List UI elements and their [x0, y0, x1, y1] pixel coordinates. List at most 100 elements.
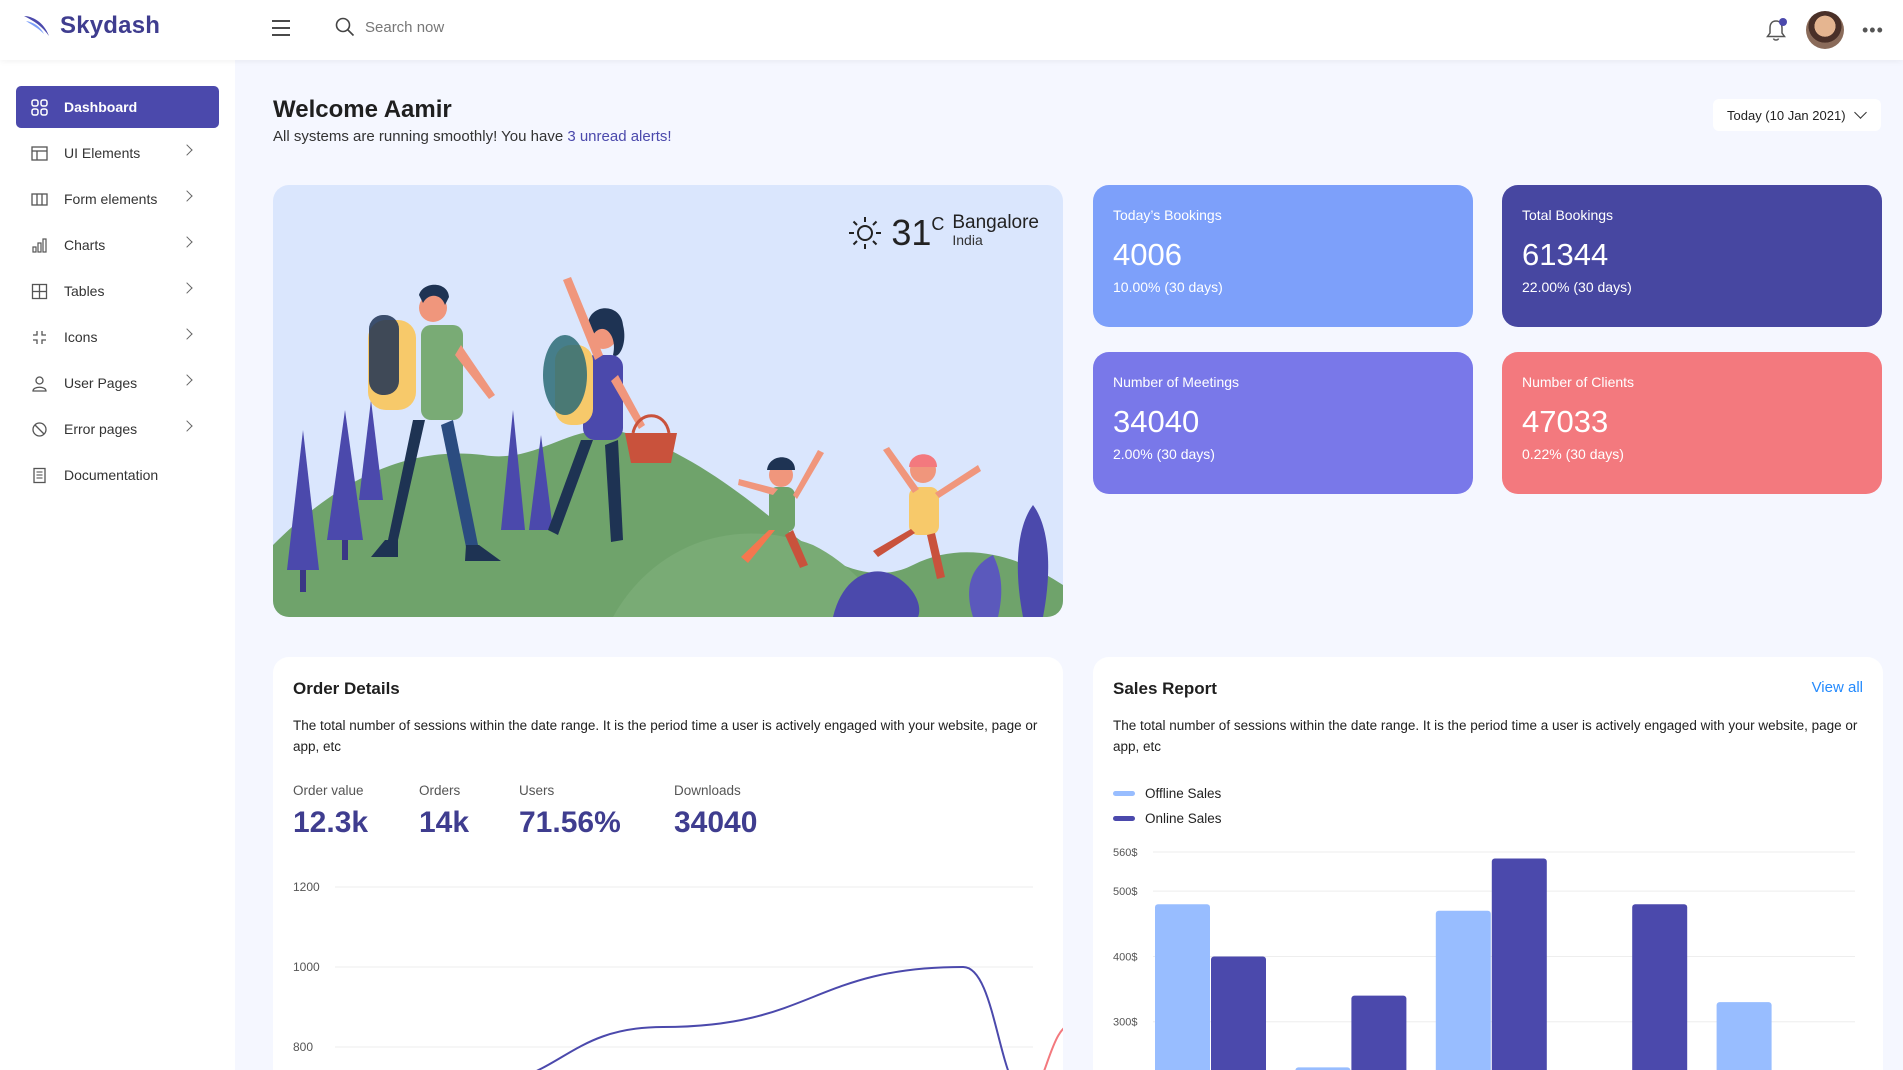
more-options-icon[interactable]: •••	[1862, 20, 1884, 40]
bar-chart-icon	[32, 237, 47, 253]
sidebar-item-documentation[interactable]: Documentation	[16, 454, 219, 496]
order-details-card: Order Details The total number of sessio…	[273, 657, 1063, 1070]
sidebar-item-dashboard[interactable]: Dashboard	[16, 86, 219, 128]
user-icon	[32, 375, 47, 392]
legend-swatch	[1113, 816, 1135, 821]
app-title: Skydash	[60, 12, 161, 39]
search-input[interactable]	[365, 18, 605, 36]
sidebar-item-ui-elements[interactable]: UI Elements	[16, 132, 219, 174]
stat-card-total-bookings[interactable]: Total Bookings 61344 22.00% (30 days)	[1502, 185, 1882, 327]
weather-hero-card: 31C Bangalore India	[273, 185, 1063, 617]
chevron-right-icon	[181, 374, 193, 386]
expand-icon	[33, 330, 46, 344]
metric-users: Users 71.56%	[519, 783, 621, 839]
y-tick-label: 1200	[293, 880, 320, 894]
chevron-right-icon	[181, 328, 193, 340]
sales-report-card: Sales Report View all The total number o…	[1093, 657, 1883, 1070]
stat-change: 10.00% (30 days)	[1113, 279, 1223, 295]
sales-bar-chart: 560$500$400$300$200$	[1113, 847, 1855, 1070]
sun-icon	[849, 217, 882, 249]
menu-toggle-button[interactable]	[272, 20, 294, 40]
welcome-subtext: All systems are running smoothly! You ha…	[273, 128, 672, 145]
sidebar-item-form-elements[interactable]: Form elements	[16, 178, 219, 220]
hikers-illustration	[273, 277, 1063, 617]
columns-icon	[31, 192, 48, 206]
sidebar-item-error-pages[interactable]: Error pages	[16, 408, 219, 450]
chevron-right-icon	[181, 420, 193, 432]
sidebar-item-label: Form elements	[64, 191, 158, 207]
stat-change: 0.22% (30 days)	[1522, 446, 1624, 462]
bar-online-sales[interactable]	[1351, 995, 1407, 1070]
weather-widget: 31C Bangalore India	[847, 213, 1039, 251]
logo[interactable]: Skydash	[22, 12, 160, 40]
sidebar-item-user-pages[interactable]: User Pages	[16, 362, 219, 404]
stat-label: Number of Meetings	[1113, 374, 1240, 390]
y-tick-label: 300$	[1113, 1017, 1137, 1029]
y-tick-label: 500$	[1113, 886, 1137, 898]
sidebar-item-label: UI Elements	[64, 145, 141, 161]
notifications-button[interactable]	[1765, 18, 1787, 42]
metric-downloads: Downloads 34040	[674, 783, 758, 839]
card-description: The total number of sessions within the …	[293, 718, 1038, 754]
legend-online-sales[interactable]: Online Sales	[1113, 811, 1222, 826]
sidebar-item-label: Tables	[64, 283, 105, 299]
stat-change: 2.00% (30 days)	[1113, 446, 1215, 462]
metric-orders: Orders 14k	[419, 783, 470, 839]
y-tick-label: 1000	[293, 960, 320, 974]
view-all-link[interactable]: View all	[1811, 679, 1863, 696]
card-title: Sales Report	[1113, 679, 1217, 698]
bar-offline-sales[interactable]	[1295, 1067, 1351, 1070]
chevron-right-icon	[181, 282, 193, 294]
bar-online-sales[interactable]	[1211, 956, 1266, 1070]
bar-online-sales[interactable]	[1491, 858, 1547, 1070]
stat-label: Number of Clients	[1522, 374, 1635, 390]
stat-card-todays-bookings[interactable]: Today’s Bookings 4006 10.00% (30 days)	[1093, 185, 1473, 327]
sidebar-item-label: Error pages	[64, 421, 138, 437]
city-name: Bangalore	[952, 212, 1039, 233]
chevron-down-icon	[1854, 106, 1867, 119]
legend-swatch	[1113, 791, 1135, 796]
avatar[interactable]	[1806, 11, 1844, 49]
table-icon	[31, 283, 48, 299]
unread-alerts-link[interactable]: 3 unread alerts!	[567, 128, 672, 145]
notification-dot	[1779, 18, 1787, 26]
search-bar	[335, 17, 605, 37]
y-tick-label: 560$	[1113, 847, 1137, 859]
stat-value: 4006	[1113, 237, 1182, 272]
legend-offline-sales[interactable]: Offline Sales	[1113, 786, 1221, 801]
stat-card-number-of-clients[interactable]: Number of Clients 47033 0.22% (30 days)	[1502, 352, 1882, 494]
search-icon	[335, 17, 355, 37]
sidebar-item-tables[interactable]: Tables	[16, 270, 219, 312]
stat-label: Total Bookings	[1522, 207, 1614, 223]
bar-online-sales[interactable]	[1632, 904, 1688, 1070]
chevron-right-icon	[181, 190, 193, 202]
stat-value: 47033	[1522, 404, 1609, 439]
chevron-right-icon	[181, 236, 193, 248]
card-title: Order Details	[293, 679, 400, 698]
page-title: Welcome Aamir	[273, 96, 452, 123]
stat-card-number-of-meetings[interactable]: Number of Meetings 34040 2.00% (30 days)	[1093, 352, 1473, 494]
metric-order-value: Order value 12.3k	[293, 783, 369, 839]
y-tick-label: 400$	[1113, 951, 1137, 963]
date-filter-label: Today (10 Jan 2021)	[1727, 107, 1846, 123]
sidebar-item-label: Documentation	[64, 467, 159, 483]
bar-offline-sales[interactable]	[1435, 910, 1491, 1070]
top-navbar: Skydash •••	[0, 0, 1903, 60]
ban-icon	[32, 421, 47, 437]
line-series-0	[536, 965, 1010, 1070]
sidebar-item-label: Dashboard	[64, 99, 138, 115]
stat-value: 61344	[1522, 237, 1609, 272]
sidebar-item-charts[interactable]: Charts	[16, 224, 219, 266]
layout-icon	[31, 145, 48, 161]
sidebar-item-icons[interactable]: Icons	[16, 316, 219, 358]
sidebar: Dashboard UI Elements Form elements Char…	[0, 60, 235, 1070]
y-tick-label: 800	[293, 1040, 313, 1054]
logo-icon	[24, 16, 49, 36]
stat-change: 22.00% (30 days)	[1522, 279, 1632, 295]
bar-offline-sales[interactable]	[1155, 904, 1210, 1070]
country-name: India	[952, 232, 983, 248]
bar-offline-sales[interactable]	[1716, 1002, 1772, 1070]
order-line-chart: 1200 1000 800	[293, 880, 1063, 1070]
chevron-right-icon	[181, 144, 193, 156]
date-filter-dropdown[interactable]: Today (10 Jan 2021)	[1713, 99, 1881, 131]
